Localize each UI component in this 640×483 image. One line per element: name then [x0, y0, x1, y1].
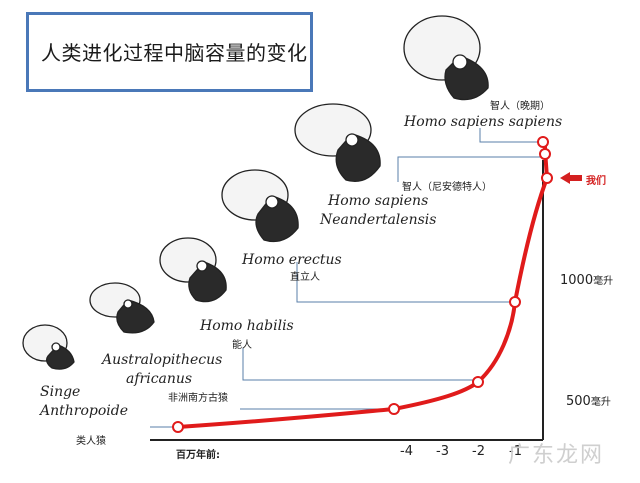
y-label-1000: 1000毫升	[560, 272, 613, 288]
species-australopithecus-cn: 非洲南方古猿	[168, 393, 228, 404]
y-label-unit: 毫升	[593, 276, 614, 287]
x-tick-label: -1	[509, 444, 522, 459]
species-ape-latin-2: Anthropoide	[40, 403, 129, 419]
species-homo-habilis-latin: Homo habilis	[200, 318, 294, 334]
species-homo-erectus-latin: Homo erectus	[242, 252, 342, 268]
page-title: 人类进化过程中脑容量的变化	[41, 41, 308, 65]
species-ape-cn: 类人猿	[76, 436, 106, 447]
y-label-value: 500	[566, 394, 591, 409]
species-neanderthal-latin-2: Neandertalensis	[320, 212, 437, 228]
skull-icon-homo-erectus	[221, 169, 299, 243]
species-homo-sapiens-cn: 智人（晚期）	[490, 101, 550, 112]
species-neanderthal-latin-1: Homo sapiens	[328, 193, 429, 209]
x-tick-label: -2	[472, 444, 485, 459]
y-label-value: 1000	[560, 273, 594, 288]
x-axis-label: 百万年前:	[176, 450, 220, 461]
skull-icon-australopithecus	[89, 282, 155, 334]
leader-lines	[150, 128, 540, 428]
arrow-left-icon	[560, 172, 582, 184]
species-australopithecus-latin-1: Australopithecus	[102, 352, 223, 368]
species-homo-habilis-cn: 能人	[232, 340, 252, 351]
point-homo-sapiens	[537, 136, 549, 148]
point-homo-habilis	[472, 376, 484, 388]
skull-icon-homo-habilis	[159, 237, 227, 303]
y-label-500: 500毫升	[566, 393, 611, 409]
title-box: 人类进化过程中脑容量的变化	[26, 12, 313, 92]
skull-icon-homo-sapiens	[403, 15, 489, 101]
x-tick-label: -3	[436, 444, 449, 459]
species-australopithecus-latin-2: africanus	[126, 371, 193, 387]
species-homo-sapiens-latin: Homo sapiens sapiens	[404, 114, 563, 130]
point-us	[541, 172, 553, 184]
species-homo-erectus-cn: 直立人	[290, 272, 320, 283]
point-ape	[172, 421, 184, 433]
point-homo-erectus	[509, 296, 521, 308]
y-label-unit: 毫升	[590, 397, 611, 408]
point-neanderthal	[539, 148, 551, 160]
marker-label-us: 我们	[586, 176, 606, 187]
species-neanderthal-cn: 智人（尼安德特人）	[402, 182, 492, 193]
skull-icon-ape	[22, 324, 75, 370]
skull-icon-neanderthal	[294, 103, 381, 183]
x-tick-label: -4	[400, 444, 413, 459]
watermark: 广东龙网	[507, 443, 604, 468]
species-ape-latin-1: Singe	[40, 384, 81, 400]
point-australopithecus	[388, 403, 400, 415]
data-points	[172, 136, 553, 433]
